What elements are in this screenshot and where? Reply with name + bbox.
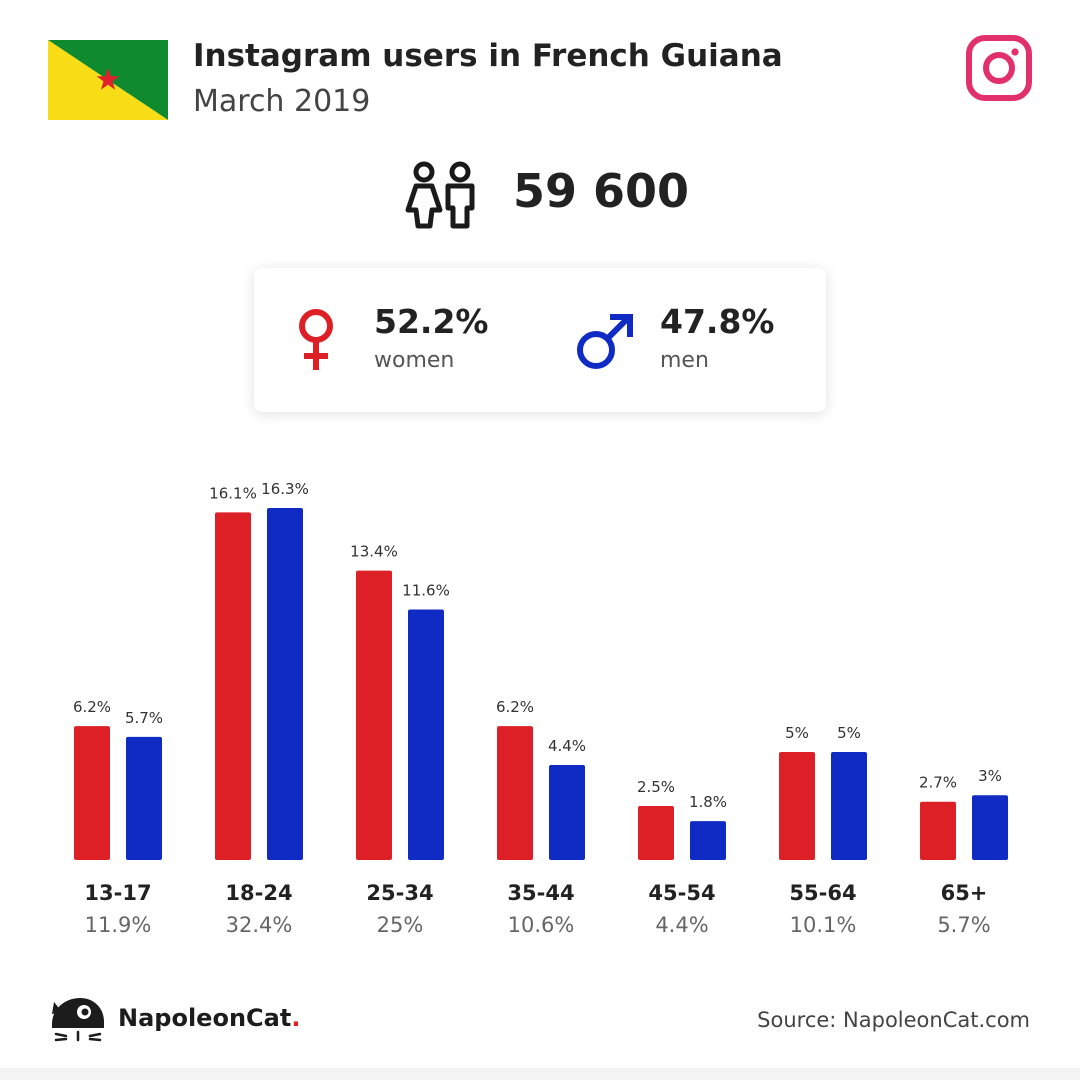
bar-value-label: 2.7% <box>919 774 957 792</box>
brand-name-text: NapoleonCat <box>118 1004 292 1032</box>
bar-women-13-17 <box>74 726 110 860</box>
age-group-total: 4.4% <box>655 913 708 937</box>
men-percentage: 47.8% <box>660 302 775 341</box>
age-group-label: 55-64 <box>789 881 856 905</box>
bar-value-label: 3% <box>978 767 1002 785</box>
age-group-label: 45-54 <box>648 881 715 905</box>
bar-value-label: 5% <box>837 724 861 742</box>
brand-dot: . <box>291 1004 301 1032</box>
age-group-label: 13-17 <box>84 881 151 905</box>
bar-value-label: 6.2% <box>73 698 111 716</box>
bar-men-13-17 <box>126 736 162 860</box>
age-group-label: 25-34 <box>366 881 433 905</box>
total-users-count: 59 600 <box>513 164 690 218</box>
bar-women-18-24 <box>215 512 251 860</box>
page-title: Instagram users in French Guiana <box>193 38 783 74</box>
bar-value-label: 16.3% <box>261 480 309 498</box>
french-guiana-flag-icon <box>48 40 168 120</box>
bottom-strip <box>0 1068 1080 1080</box>
bar-men-25-34 <box>408 609 444 860</box>
gender-split-card: 52.2% women 47.8% men <box>254 268 826 412</box>
bar-men-18-24 <box>267 508 303 860</box>
age-group-total: 10.6% <box>508 913 575 937</box>
bar-men-35-44 <box>549 764 585 860</box>
bar-women-45-54 <box>638 806 674 860</box>
napoleoncat-logo-icon <box>52 998 104 1042</box>
age-group-label: 35-44 <box>507 881 574 905</box>
bar-men-45-54 <box>690 821 726 860</box>
bar-men-55-64 <box>831 752 867 860</box>
bar-women-55-64 <box>779 752 815 860</box>
age-group-label: 65+ <box>941 881 988 905</box>
source-credit: Source: NapoleonCat.com <box>757 1008 1030 1032</box>
female-symbol-icon <box>299 309 333 370</box>
age-group-total: 11.9% <box>85 913 152 937</box>
bar-value-label: 2.5% <box>637 778 675 796</box>
age-group-total: 10.1% <box>790 913 857 937</box>
bar-women-65+ <box>920 801 956 860</box>
bar-women-35-44 <box>497 726 533 860</box>
page-subtitle: March 2019 <box>193 84 371 119</box>
women-label: women <box>374 348 455 373</box>
age-gender-bar-chart: 6.2% 5.7% 13-17 11.9% 16.1% 16.3% 18-24 32.4% 13… <box>73 480 1008 937</box>
instagram-icon <box>966 35 1032 101</box>
age-group-label: 18-24 <box>225 881 292 905</box>
bar-value-label: 4.4% <box>548 737 586 755</box>
women-percentage: 52.2% <box>374 302 489 341</box>
bar-value-label: 5% <box>785 724 809 742</box>
bar-value-label: 1.8% <box>689 793 727 811</box>
male-symbol-icon <box>577 314 633 369</box>
bar-value-label: 11.6% <box>402 581 450 599</box>
age-group-total: 32.4% <box>226 913 293 937</box>
bar-women-25-34 <box>356 570 392 860</box>
bar-value-label: 5.7% <box>125 709 163 727</box>
men-label: men <box>660 348 709 373</box>
bar-men-65+ <box>972 795 1008 860</box>
bar-value-label: 16.1% <box>209 484 257 502</box>
bar-value-label: 6.2% <box>496 698 534 716</box>
age-group-total: 5.7% <box>937 913 990 937</box>
bar-value-label: 13.4% <box>350 543 398 561</box>
brand-name: NapoleonCat. <box>118 1004 300 1032</box>
users-icon <box>405 161 475 229</box>
age-group-total: 25% <box>377 913 424 937</box>
